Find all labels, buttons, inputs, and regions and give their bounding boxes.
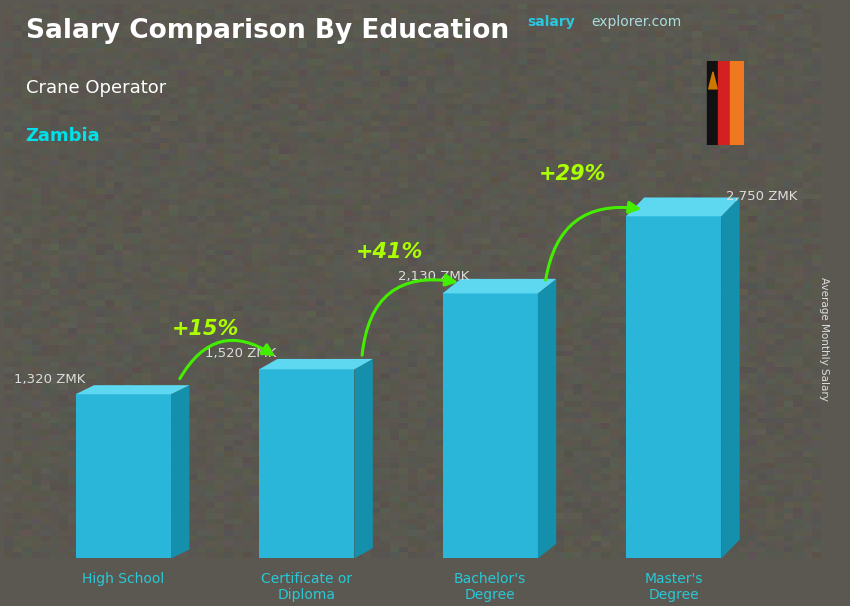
- Text: 2,750 ZMK: 2,750 ZMK: [726, 190, 797, 202]
- Bar: [718, 61, 730, 145]
- Text: explorer.com: explorer.com: [591, 15, 681, 29]
- Polygon shape: [259, 359, 373, 369]
- Polygon shape: [171, 385, 190, 559]
- Text: 1,520 ZMK: 1,520 ZMK: [205, 347, 276, 360]
- Polygon shape: [626, 198, 740, 216]
- Polygon shape: [354, 359, 373, 559]
- Polygon shape: [538, 279, 556, 559]
- Bar: [76, 395, 171, 559]
- Bar: [730, 61, 744, 145]
- Text: 2,130 ZMK: 2,130 ZMK: [398, 270, 469, 283]
- Text: 1,320 ZMK: 1,320 ZMK: [14, 373, 86, 386]
- Bar: [443, 293, 538, 559]
- Polygon shape: [722, 198, 740, 559]
- Text: +15%: +15%: [173, 319, 240, 339]
- Polygon shape: [709, 72, 717, 89]
- Text: Crane Operator: Crane Operator: [26, 79, 166, 97]
- Polygon shape: [76, 385, 190, 395]
- Bar: [706, 61, 718, 145]
- Text: +29%: +29%: [539, 164, 606, 184]
- Bar: [626, 216, 722, 559]
- Text: Zambia: Zambia: [26, 127, 100, 145]
- Text: Average Monthly Salary: Average Monthly Salary: [819, 278, 829, 401]
- Text: salary: salary: [527, 15, 575, 29]
- Text: Salary Comparison By Education: Salary Comparison By Education: [26, 18, 508, 44]
- Bar: [259, 369, 354, 559]
- Polygon shape: [443, 279, 556, 293]
- Text: +41%: +41%: [355, 242, 423, 262]
